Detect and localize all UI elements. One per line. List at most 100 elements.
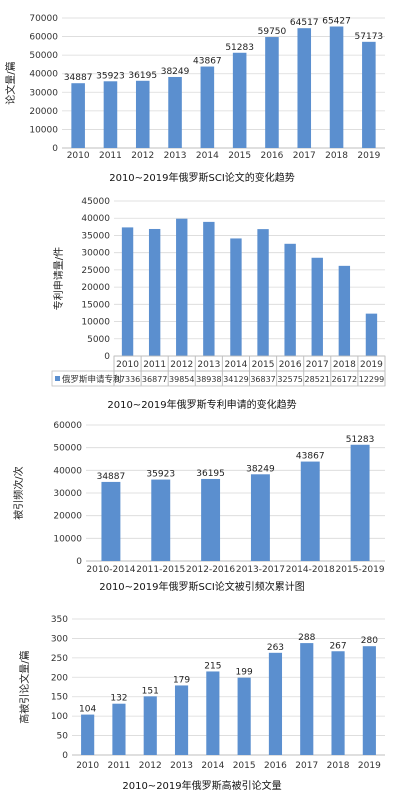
x-tick-label: 2017 xyxy=(295,761,318,771)
bar xyxy=(174,685,189,755)
data-label: 179 xyxy=(173,675,190,685)
data-label: 34887 xyxy=(64,73,93,83)
x-tick-label: 2011 xyxy=(99,151,122,161)
y-tick-label: 50000 xyxy=(53,444,82,454)
y-tick-label: 20000 xyxy=(29,107,58,117)
chart-caption: 2010~2019年俄罗斯专利申请的变化趋势 xyxy=(107,398,296,411)
x-tick-label: 2010 xyxy=(76,761,99,771)
y-tick-label: 200 xyxy=(51,673,68,683)
y-tick-label: 0 xyxy=(76,557,82,567)
legend-label: 俄罗斯申请专利 xyxy=(62,374,122,385)
y-tick-label: 60000 xyxy=(29,33,58,43)
bar xyxy=(265,37,279,148)
y-tick-label: 350 xyxy=(51,615,68,625)
y-tick-label: 40000 xyxy=(29,70,58,80)
bar xyxy=(151,479,171,561)
x-tick-label: 2018 xyxy=(325,151,348,161)
x-tick-label: 2018 xyxy=(333,360,356,370)
bar xyxy=(176,218,188,356)
y-tick-label: 0 xyxy=(52,144,58,154)
data-label: 35923 xyxy=(96,71,125,81)
chart-caption: 2010~2019年俄罗斯SCI论文的变化趋势 xyxy=(109,171,295,184)
x-tick-label: 2012 xyxy=(131,151,154,161)
x-tick-label: 2015 xyxy=(252,360,275,370)
data-label: 288 xyxy=(298,633,315,643)
data-label: 59750 xyxy=(258,27,287,37)
bar xyxy=(203,221,215,356)
x-tick-label: 2016 xyxy=(279,360,302,370)
bar xyxy=(112,703,126,755)
data-label: 104 xyxy=(79,705,96,715)
y-tick-label: 40000 xyxy=(53,466,82,476)
data-label: 65427 xyxy=(322,16,351,26)
y-tick-label: 20000 xyxy=(81,283,110,293)
data-label: 151 xyxy=(142,686,159,696)
x-tick-label: 2014-2018 xyxy=(286,565,335,575)
x-tick-label: 2013 xyxy=(164,151,187,161)
bar xyxy=(71,83,85,148)
sci-papers-chart: 0 10000 20000 30000 40000 50000 60000 70000 论文量/… xyxy=(4,14,385,184)
bar xyxy=(331,651,345,755)
y-tick-label: 10000 xyxy=(81,318,110,328)
y-tick-label: 10000 xyxy=(53,534,82,544)
bar xyxy=(232,52,247,148)
x-tick-label: 2010 xyxy=(116,360,139,370)
x-tick-label: 2011 xyxy=(107,761,130,771)
x-tick-label: 2013-2017 xyxy=(236,565,285,575)
bar xyxy=(365,313,378,356)
table-value: 26172 xyxy=(332,375,357,384)
y-axis-title: 专利申请量/件 xyxy=(52,247,65,310)
y-tick-label: 50000 xyxy=(29,51,58,61)
y-tick-label: 60000 xyxy=(53,421,82,431)
y-tick-label: 20000 xyxy=(53,512,82,522)
y-tick-label: 40000 xyxy=(81,214,110,224)
data-label: 38249 xyxy=(161,67,190,77)
x-tick-label: 2012 xyxy=(139,761,162,771)
bar xyxy=(338,265,351,356)
bar xyxy=(121,227,134,356)
y-tick-label: 25000 xyxy=(81,266,110,276)
y-tick-label: 10000 xyxy=(29,125,58,135)
x-tick-label: 2015 xyxy=(228,151,251,161)
bar xyxy=(257,229,269,356)
bar xyxy=(300,643,314,755)
data-label: 43867 xyxy=(193,57,222,67)
x-tick-label: 2014 xyxy=(196,151,219,161)
data-label: 64517 xyxy=(290,18,319,28)
y-tick-label: 15000 xyxy=(81,300,110,310)
data-label: 263 xyxy=(267,643,284,653)
data-label: 36195 xyxy=(196,469,225,479)
table-value: 34129 xyxy=(223,375,248,384)
bar xyxy=(200,66,215,148)
bar xyxy=(300,461,320,561)
y-tick-label: 30000 xyxy=(81,249,110,259)
bar xyxy=(237,677,251,755)
bar xyxy=(206,671,220,755)
y-tick-label: 30000 xyxy=(53,489,82,499)
bar xyxy=(329,26,344,148)
y-tick-label: 100 xyxy=(51,712,68,722)
data-label: 215 xyxy=(204,661,221,671)
x-tick-label: 2015-2019 xyxy=(336,565,385,575)
chart-caption: 2010~2019年俄罗斯高被引论文量 xyxy=(122,779,281,792)
table-value: 28521 xyxy=(305,375,330,384)
table-value: 38938 xyxy=(196,375,221,384)
y-axis-title: 被引频次/次 xyxy=(12,466,25,519)
bar xyxy=(362,41,376,148)
data-label: 51283 xyxy=(225,43,254,53)
x-tick-label: 2012 xyxy=(170,360,193,370)
x-tick-label: 2014 xyxy=(201,761,224,771)
y-tick-label: 0 xyxy=(62,751,68,761)
y-tick-label: 35000 xyxy=(81,231,110,241)
y-axis-title: 高被引论文量/篇 xyxy=(18,650,31,723)
x-tick-label: 2010-2014 xyxy=(86,565,135,575)
x-tick-label: 2014 xyxy=(224,360,247,370)
table-value: 12299 xyxy=(359,375,384,384)
data-label: 132 xyxy=(110,694,127,704)
bar xyxy=(103,81,118,148)
highly-cited-chart: 0 50 100 150 200 250 300 350 高被引论文量/篇 104 2010 132 2… xyxy=(18,615,385,792)
y-tick-label: 45000 xyxy=(81,197,110,207)
y-tick-label: 5000 xyxy=(87,335,110,345)
table-value: 39854 xyxy=(169,375,194,384)
y-axis-title: 论文量/篇 xyxy=(4,61,17,104)
